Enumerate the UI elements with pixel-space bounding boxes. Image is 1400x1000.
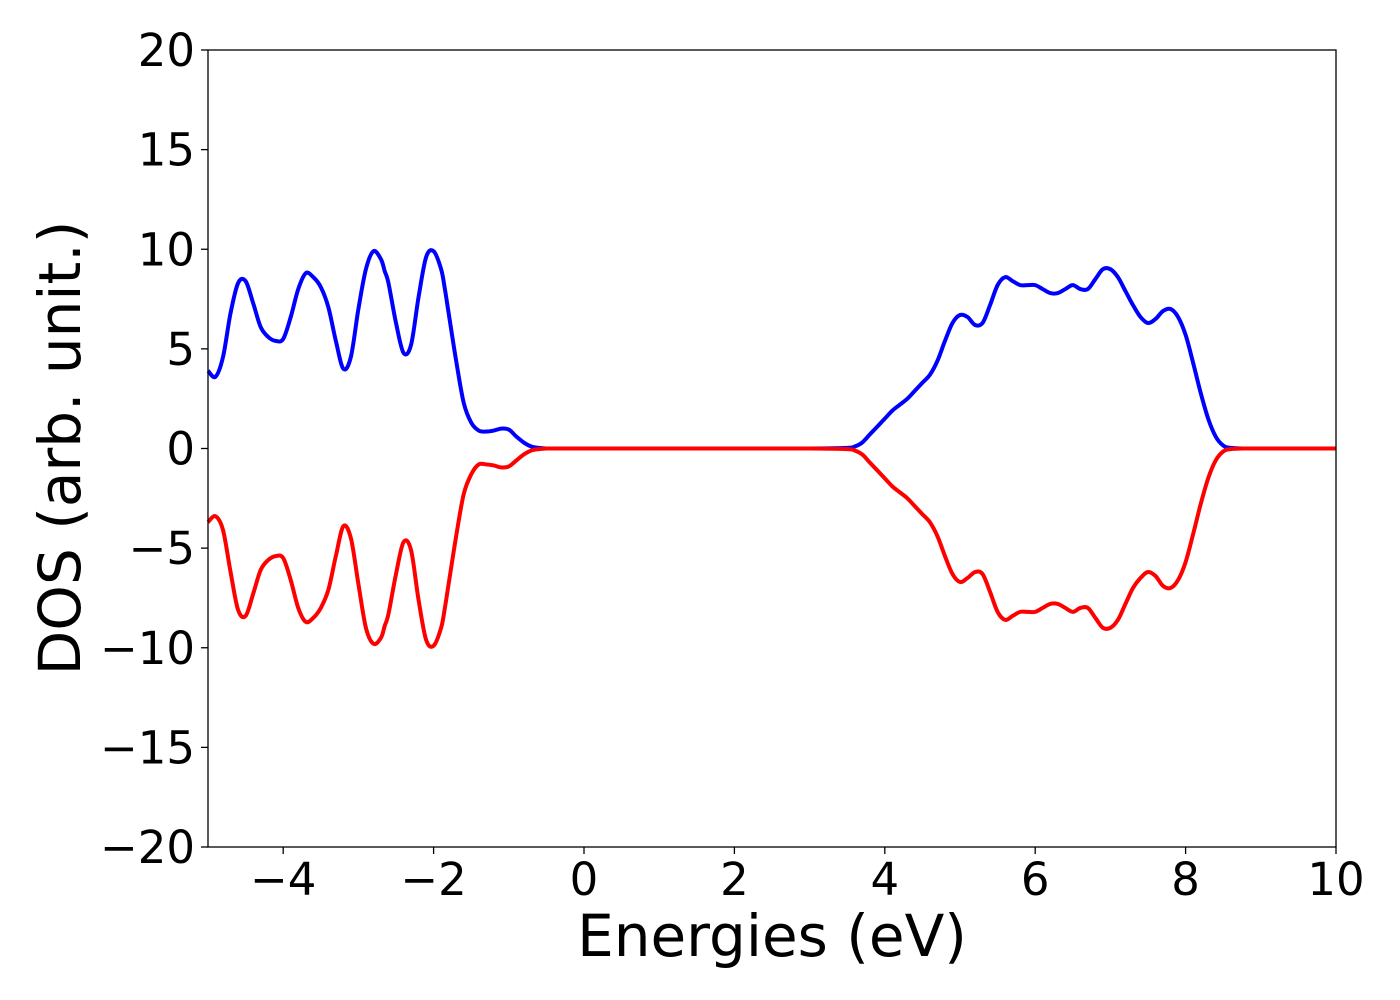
x-axis-ticks: −4 −2 0 2 4 6 8 10 [250, 847, 1365, 906]
x-tick-label: 8 [1171, 853, 1200, 906]
y-tick-label: −20 [100, 821, 195, 874]
y-tick-label: 20 [138, 24, 195, 77]
x-tick-label: 6 [1021, 853, 1050, 906]
x-tick-label: −2 [400, 853, 466, 906]
x-tick-label: 4 [870, 853, 899, 906]
y-axis-label: DOS (arb. unit.) [26, 221, 94, 676]
y-tick-label: −5 [129, 522, 195, 575]
y-tick-label: −10 [100, 622, 195, 675]
x-axis-label: Energies (eV) [577, 902, 967, 970]
series-layer [206, 248, 1336, 649]
y-axis-ticks: 20 15 10 5 0 −5 −10 −15 −20 [100, 24, 208, 874]
y-tick-label: 5 [166, 323, 195, 376]
x-tick-label: 10 [1307, 853, 1364, 906]
y-tick-label: 0 [166, 423, 195, 476]
series-line-1 [206, 446, 1336, 649]
x-tick-label: −4 [250, 853, 316, 906]
y-tick-label: 10 [138, 223, 195, 276]
x-tick-label: 0 [570, 853, 599, 906]
x-tick-label: 2 [720, 853, 749, 906]
y-tick-label: 15 [138, 124, 195, 177]
y-tick-label: −15 [100, 721, 195, 774]
